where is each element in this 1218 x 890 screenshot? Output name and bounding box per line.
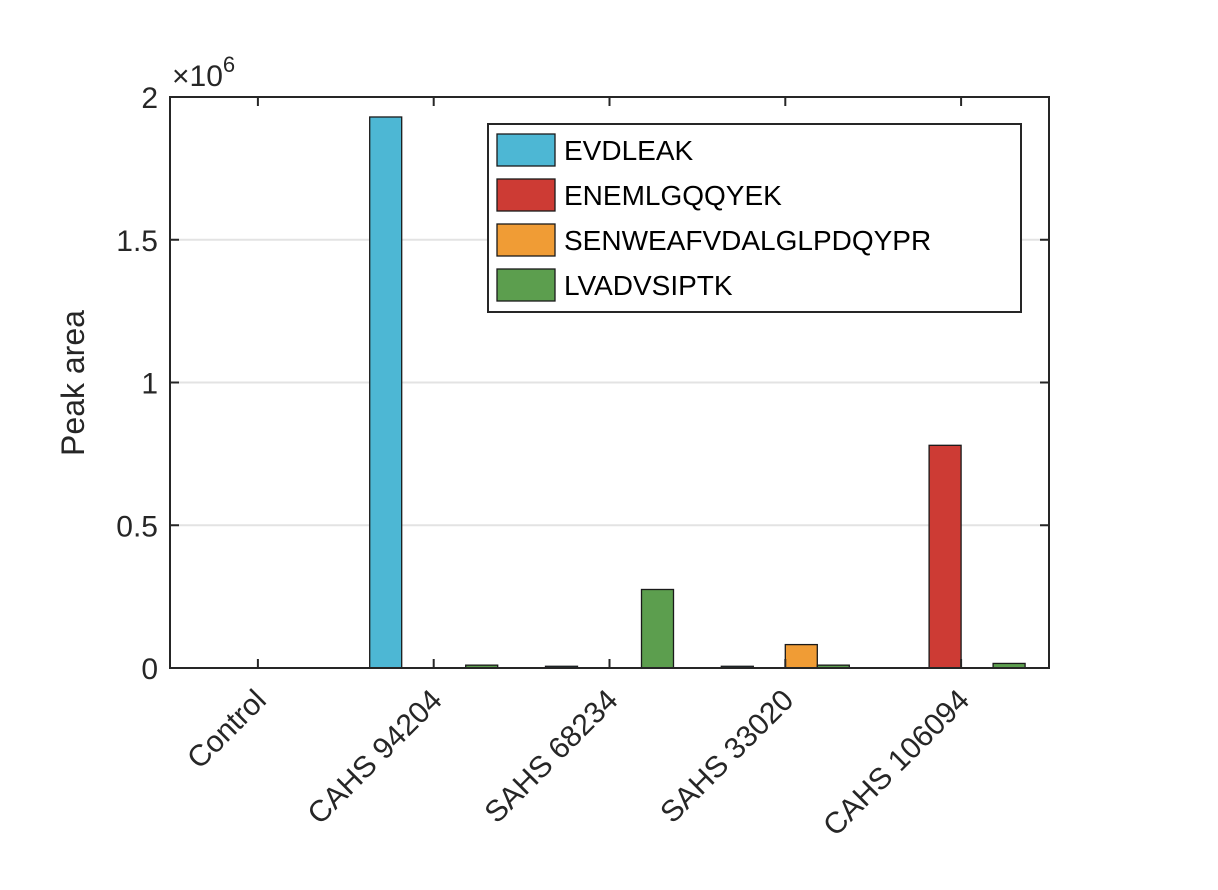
legend-label: EVDLEAK [564, 135, 693, 166]
legend-swatch [496, 223, 556, 257]
legend-label: ENEMLGQQYEK [564, 180, 782, 211]
legend: EVDLEAK ENEMLGQQYEK SENWEAFVDALGLPDQYPR LVA… [487, 123, 1022, 313]
y-tick-labels: 0 0.5 1 1.5 2 [116, 82, 158, 686]
bars [369, 116, 1026, 669]
legend-swatch [496, 133, 556, 167]
legend-swatch [496, 178, 556, 212]
y-tick-label: 1.5 [116, 225, 158, 258]
x-tick-label: CAHS 106094 [817, 684, 976, 843]
legend-swatch [496, 268, 556, 302]
y-tick-label: 2 [141, 82, 158, 115]
bar [928, 444, 962, 669]
y-tick-label: 0 [141, 653, 158, 686]
legend-box [487, 123, 1022, 313]
bar [784, 643, 818, 669]
bar [640, 588, 675, 669]
y-tick-label: 1 [141, 368, 158, 401]
x-tick-label: SAHS 33020 [654, 684, 800, 830]
x-tick-label: Control [181, 684, 273, 776]
x-tick-labels: Control CAHS 94204 SAHS 68234 SAHS 33020 CAH… [181, 684, 976, 843]
x-tick-label: CAHS 94204 [301, 684, 448, 831]
y-axis-label: Peak area [55, 310, 91, 456]
y-tick-label: 0.5 [116, 510, 158, 543]
legend-label: SENWEAFVDALGLPDQYPR [564, 225, 931, 256]
legend-label: LVADVSIPTK [564, 270, 733, 301]
bar [369, 116, 403, 669]
y-axis-exponent: ×106 [172, 52, 235, 93]
x-tick-label: SAHS 68234 [478, 684, 624, 830]
exponent-base: ×10 [172, 60, 223, 93]
axis-ticks [170, 96, 1049, 669]
exponent-power: 6 [223, 52, 235, 77]
